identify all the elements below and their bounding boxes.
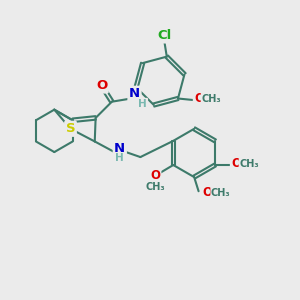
Text: CH₃: CH₃ [201, 94, 221, 103]
Text: O: O [202, 186, 212, 199]
Text: H: H [116, 153, 124, 163]
Text: CH₃: CH₃ [211, 188, 230, 198]
Text: S: S [66, 122, 75, 135]
Text: H: H [138, 99, 147, 109]
Text: CH₃: CH₃ [145, 182, 165, 191]
Text: N: N [114, 142, 125, 155]
Text: Cl: Cl [157, 29, 172, 42]
Text: O: O [231, 157, 241, 170]
Text: O: O [96, 79, 107, 92]
Text: N: N [129, 87, 140, 100]
Text: O: O [150, 169, 160, 182]
Text: CH₃: CH₃ [239, 158, 259, 169]
Text: O: O [194, 92, 204, 105]
